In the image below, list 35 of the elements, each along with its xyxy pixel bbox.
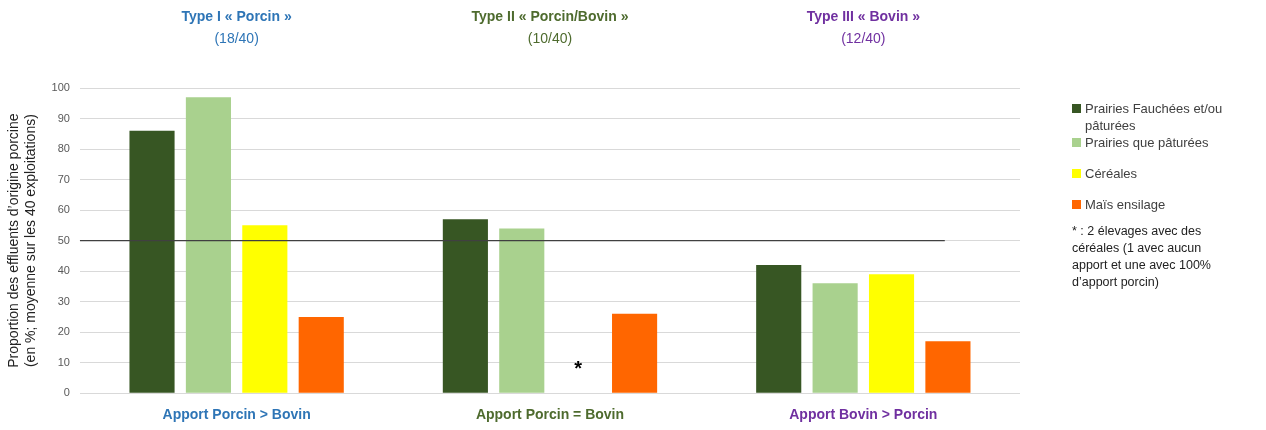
y-tick-label: 60 xyxy=(57,203,70,216)
y-axis-title: Proportion des effluents d’origine porcine (en %; moyenne sur les 40 exploitations) xyxy=(5,113,39,368)
legend-label: Maïs ensilage xyxy=(1085,196,1166,213)
legend-label: Céréales xyxy=(1085,165,1138,182)
y-tick-label: 100 xyxy=(51,81,70,94)
x-tick-label: Apport Porcin > Bovin xyxy=(162,406,311,423)
y-tick-label: 10 xyxy=(57,355,70,368)
annotation: * xyxy=(574,356,583,379)
x-tick-label: Apport Porcin = Bovin xyxy=(475,406,625,423)
text: Type I « Porcin » (18/40) xyxy=(181,7,292,46)
bar xyxy=(242,225,288,393)
y-tick-label: 20 xyxy=(57,325,70,338)
bar xyxy=(612,313,658,393)
bar xyxy=(812,283,858,393)
bar xyxy=(925,341,971,393)
bar xyxy=(756,265,802,393)
bar xyxy=(868,274,915,393)
y-tick-label: 50 xyxy=(57,233,70,246)
y-tick-label: 40 xyxy=(57,264,70,277)
y-tick-label: 30 xyxy=(57,294,70,307)
bar xyxy=(129,130,175,393)
bar xyxy=(298,316,344,393)
y-tick-label: 90 xyxy=(57,111,70,124)
y-tick-label: 70 xyxy=(57,172,70,185)
x-tick-label: Apport Bovin > Porcin xyxy=(789,406,938,423)
y-tick-label: 0 xyxy=(63,386,70,399)
text: Type II « Porcin/Bovin » (10/40) xyxy=(471,7,629,46)
text: Type III « Bovin » (12/40) xyxy=(806,7,921,46)
y-tick-label: 80 xyxy=(57,142,70,155)
bar xyxy=(185,97,231,393)
legend-label: Prairies que pâturées xyxy=(1085,134,1209,151)
bar xyxy=(499,228,545,393)
bar xyxy=(442,219,488,393)
legend-label: Prairies Fauchées et/ou pâturées xyxy=(1085,100,1224,134)
text: * : 2 élevages avec des céréales (1 avec aucun apport et une avec 100% d’apport porcin) xyxy=(1072,223,1212,291)
